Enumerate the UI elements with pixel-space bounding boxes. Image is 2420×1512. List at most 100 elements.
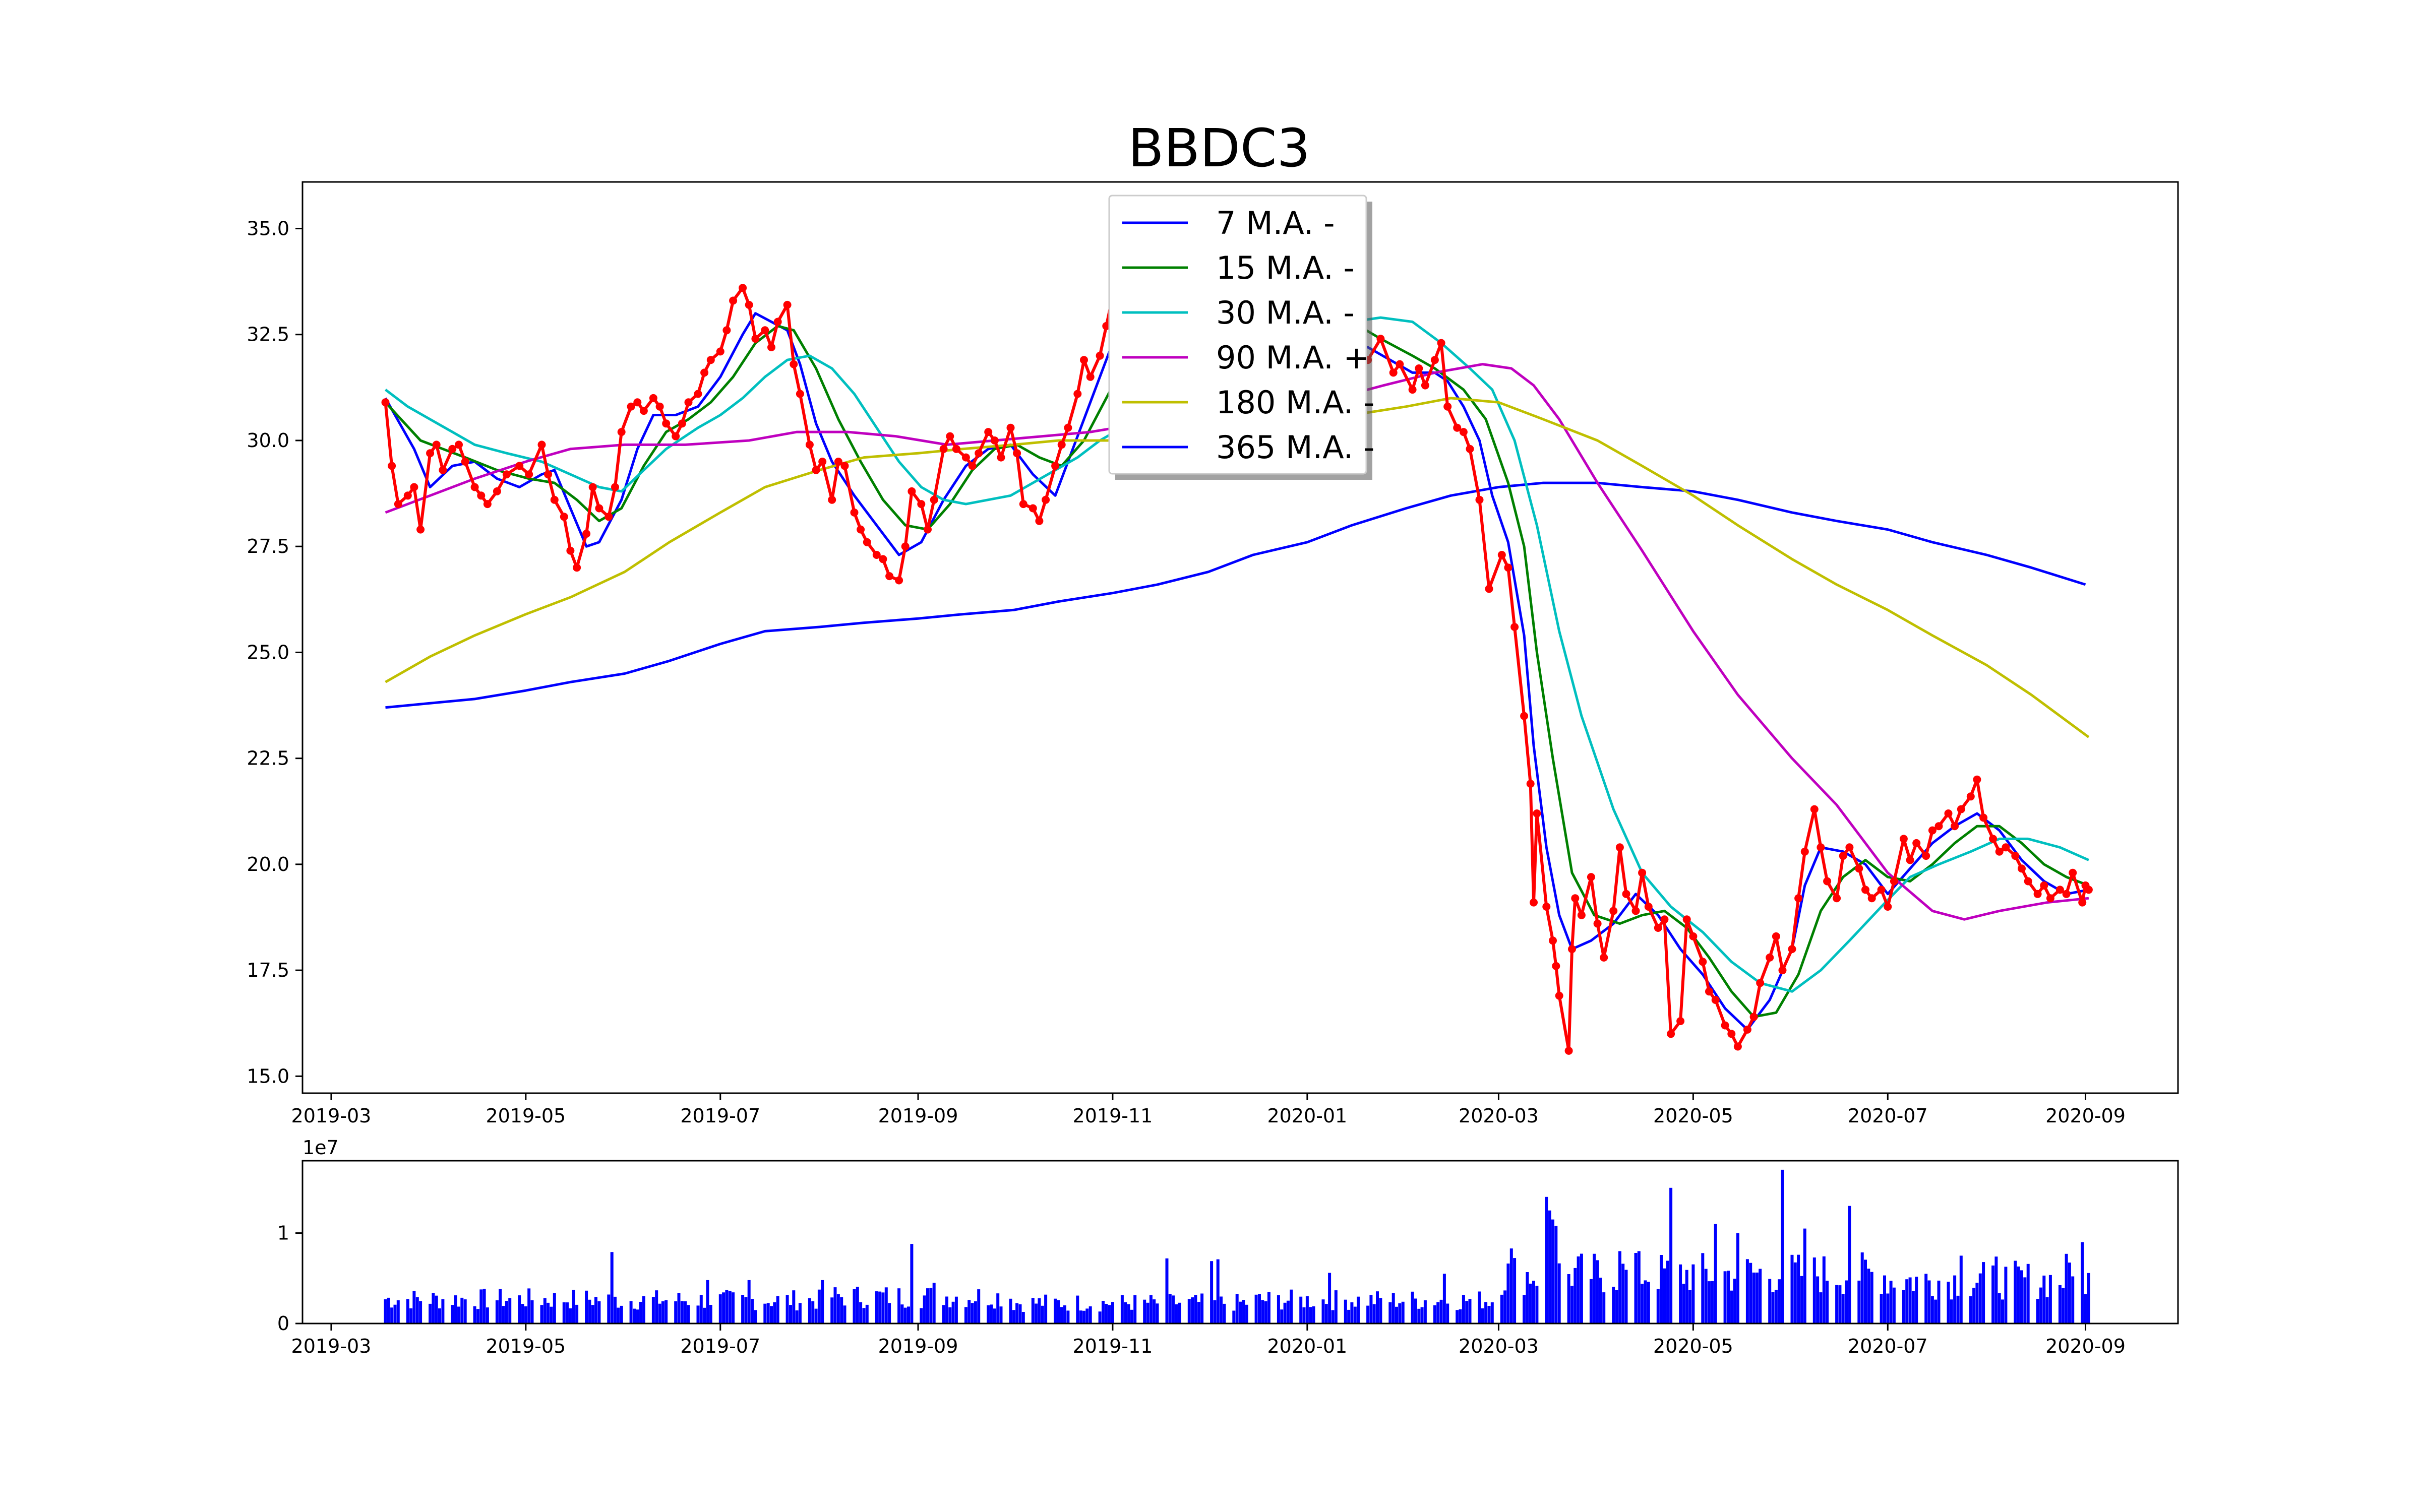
volume-bar <box>384 1299 387 1324</box>
volume-bar <box>1133 1295 1137 1324</box>
price-point <box>1778 966 1787 975</box>
volume-bar <box>387 1297 390 1324</box>
volume-bar <box>1299 1296 1303 1324</box>
volume-bar <box>1357 1296 1360 1324</box>
volume-bar <box>1223 1303 1226 1324</box>
price-point <box>1443 402 1452 411</box>
volume-bar <box>1864 1259 1867 1324</box>
price-x-tick-label: 2019-09 <box>878 1105 958 1127</box>
price-point <box>1861 886 1869 894</box>
volume-bar <box>1305 1296 1309 1324</box>
price-y-tick-label: 15.0 <box>247 1065 289 1087</box>
price-point <box>672 432 680 440</box>
price-x-tick-label: 2020-03 <box>1459 1105 1539 1127</box>
volume-y-tick-label: 1 <box>277 1222 289 1244</box>
price-point <box>1622 890 1630 898</box>
price-point <box>1906 856 1914 864</box>
volume-bar <box>1570 1286 1574 1324</box>
volume-bar <box>1334 1290 1338 1324</box>
price-point <box>560 513 568 521</box>
volume-bar <box>920 1308 923 1324</box>
volume-bar <box>1446 1303 1449 1324</box>
price-point <box>604 513 613 521</box>
volume-bar <box>2084 1294 2087 1324</box>
volume-bar <box>1060 1307 1063 1324</box>
volume-bar <box>1624 1270 1628 1324</box>
volume-bar <box>923 1295 926 1324</box>
price-point <box>1676 1017 1685 1025</box>
volume-x-tick-label: 2019-05 <box>486 1335 566 1357</box>
volume-bar <box>1956 1295 1960 1324</box>
volume-bar <box>699 1295 703 1324</box>
volume-bar <box>2001 1299 2004 1324</box>
volume-bar <box>722 1292 725 1324</box>
volume-bar <box>1286 1300 1290 1324</box>
volume-bar <box>2068 1263 2071 1324</box>
volume-bar <box>1644 1280 1647 1324</box>
volume-bar <box>751 1299 754 1324</box>
price-y-tick-label: 27.5 <box>247 535 289 557</box>
price-x-tick-label: 2020-01 <box>1267 1105 1347 1127</box>
volume-y-axis: 01 <box>277 1222 302 1335</box>
volume-bar <box>524 1306 527 1324</box>
volume-bar <box>530 1300 534 1324</box>
volume-bar <box>798 1303 802 1324</box>
price-point <box>1644 903 1653 911</box>
volume-bar <box>597 1301 601 1324</box>
price-point <box>1654 924 1662 932</box>
price-point <box>1102 322 1111 330</box>
price-point <box>828 495 836 504</box>
price-y-tick-label: 17.5 <box>247 959 289 981</box>
price-point <box>655 402 664 411</box>
volume-bar <box>1312 1306 1315 1324</box>
volume-bar <box>1822 1256 1826 1324</box>
volume-bar <box>1143 1299 1146 1324</box>
volume-bar <box>591 1305 594 1324</box>
volume-bar <box>1727 1271 1730 1324</box>
price-point <box>975 449 983 458</box>
volume-bar <box>1258 1294 1261 1324</box>
volume-bar <box>495 1300 499 1324</box>
volume-bar <box>1934 1299 1938 1324</box>
volume-bar <box>840 1297 843 1324</box>
price-point <box>394 500 402 509</box>
price-point <box>1564 1046 1573 1055</box>
volume-bar <box>1172 1295 1175 1324</box>
volume-bar <box>2065 1253 2068 1324</box>
volume-bar <box>1749 1263 1752 1324</box>
price-point <box>381 398 390 407</box>
volume-bar <box>1063 1305 1066 1324</box>
volume-bar <box>1283 1302 1287 1324</box>
volume-bar <box>1156 1303 1159 1324</box>
volume-bar <box>808 1298 811 1324</box>
volume-plot-area <box>302 1161 2178 1324</box>
volume-bar <box>718 1294 722 1324</box>
price-point <box>1466 445 1474 453</box>
volume-bar <box>1567 1274 1570 1324</box>
price-point <box>1995 847 2004 856</box>
volume-bar <box>502 1306 505 1324</box>
volume-bar <box>987 1305 990 1324</box>
price-point <box>1966 792 1975 801</box>
volume-bar <box>486 1307 489 1324</box>
price-point <box>1520 712 1529 720</box>
price-point <box>1922 852 1930 860</box>
price-point <box>639 407 648 415</box>
volume-bar <box>999 1306 1003 1324</box>
price-point <box>1552 962 1560 970</box>
volume-bar <box>1012 1310 1015 1324</box>
volume-bar <box>543 1298 547 1324</box>
volume-bar <box>553 1293 556 1324</box>
volume-bar <box>843 1305 846 1324</box>
volume-bar <box>1414 1298 1417 1324</box>
volume-bar <box>518 1295 521 1324</box>
volume-bar <box>457 1306 460 1324</box>
price-point <box>818 458 827 466</box>
price-point <box>582 530 591 538</box>
legend: 7 M.A. - 15 M.A. - 30 M.A. - 90 M.A. + 180 M… <box>1108 195 1374 480</box>
volume-bar <box>629 1301 633 1324</box>
volume-bar <box>1870 1272 1873 1324</box>
price-point <box>767 343 775 351</box>
price-x-tick-label: 2020-07 <box>1848 1105 1928 1127</box>
volume-bar <box>1730 1290 1733 1324</box>
